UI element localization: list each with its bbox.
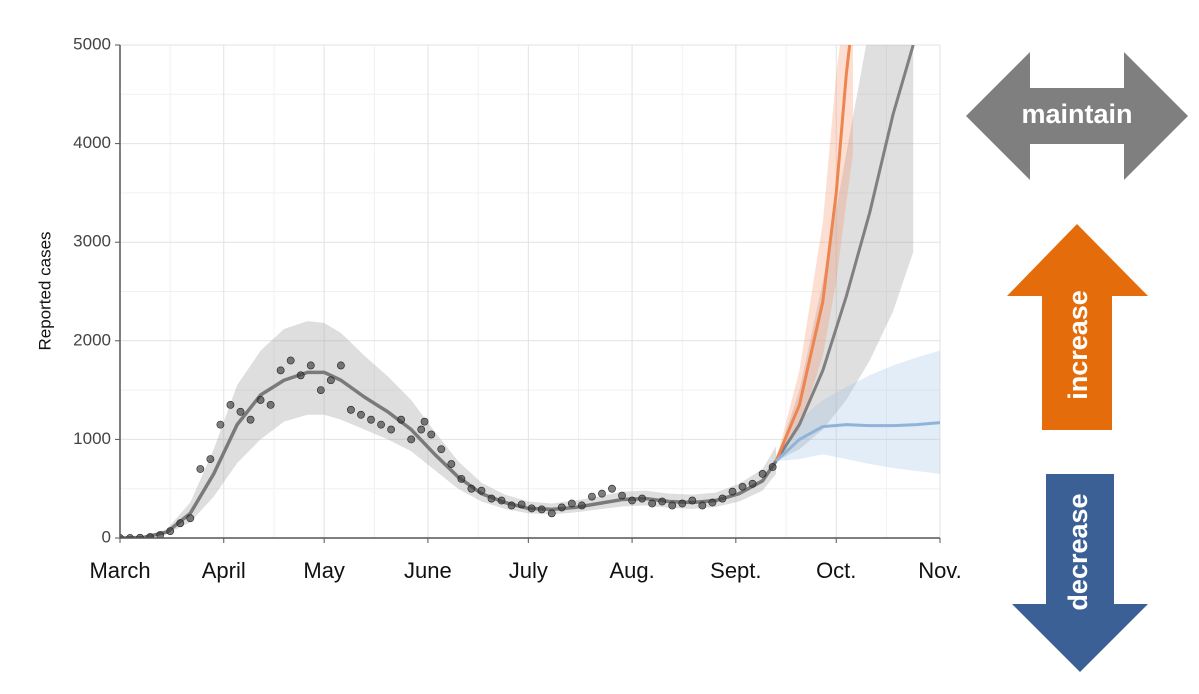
observed-point [336,361,345,370]
observed-point [306,361,315,370]
y-tick-label: 4000 [73,133,111,152]
legend: maintain increase decrease [966,52,1188,672]
observed-point [166,527,175,535]
observed-point [467,484,476,493]
observed-point [608,484,616,493]
observed-point [387,425,396,434]
observed-point [206,455,215,464]
x-tick-label: July [509,558,548,583]
observed-point [628,496,636,505]
observed-point [246,415,255,424]
observed-point [326,376,335,385]
x-tick-label: March [89,558,150,583]
observed-point [296,371,305,380]
observed-point [688,496,697,505]
y-axis-label: Reported cases [35,231,54,350]
observed-point [397,415,406,424]
observed-point [347,405,355,414]
observed-point [126,534,134,538]
observed-point [497,496,506,505]
observed-point [598,489,606,498]
observed-point [618,491,626,500]
fit-band [120,321,776,538]
observed-point [557,503,566,512]
x-tick-label: Aug. [609,558,654,583]
y-tick-label: 1000 [73,429,111,448]
observed-point [420,417,429,426]
observed-point [487,494,496,503]
observed-point [196,465,205,473]
observed-point [357,410,365,419]
observed-point [638,494,647,503]
observed-point [577,501,586,510]
forecast-band [776,350,940,474]
observed-point [477,486,486,495]
observed-point [708,498,717,507]
legend-arrow [966,52,1188,180]
observed-point [738,482,747,491]
observed-point [668,501,677,510]
x-tick-label: June [404,558,452,583]
observed-point [517,500,526,509]
legend-label: decrease [1063,493,1093,610]
observed-point [768,463,777,471]
x-tick-label: Nov. [918,558,962,583]
legend-arrow [1007,224,1148,430]
observed-point [748,479,757,488]
observed-point [547,509,556,518]
observed-point [728,487,737,496]
observed-point [256,396,265,404]
plot-area [120,45,940,538]
observed-point [176,519,185,528]
observed-point [276,366,285,375]
observed-point [457,474,466,483]
observed-point [758,470,767,478]
observed-point [156,531,165,538]
legend-label: maintain [1021,99,1132,129]
forecast-band [776,45,853,462]
observed-point [507,501,516,510]
observed-point [698,501,707,510]
observed-point [417,425,426,434]
observed-point [146,533,155,538]
observed-point [407,435,416,444]
observed-point [286,356,295,365]
axes: 0 1000 2000 3000 4000 5000 March April May June Ju… [73,34,962,582]
observed-point [367,415,375,424]
observed-point [427,430,436,439]
observed-point [567,499,576,508]
legend-arrow [1012,474,1148,672]
y-tick-label: 2000 [73,330,111,349]
y-tick-label: 0 [102,527,111,546]
y-tick-label: 3000 [73,232,111,251]
observed-point [678,499,687,508]
observed-point [266,400,275,409]
observed-point [377,420,385,429]
observed-point [216,420,225,429]
forecast-line [774,45,852,462]
observed-point [658,497,667,506]
forecast-line [774,45,915,462]
x-tick-label: Sept. [710,558,761,583]
x-tick-label: May [303,558,345,583]
observed-point [316,386,325,394]
forecast-line [774,421,940,463]
observed-point [226,400,235,409]
observed-point [648,499,657,508]
observed-point [527,504,536,513]
observed-point [236,407,245,416]
legend-label: increase [1063,290,1093,400]
observed-point [437,445,446,454]
observed-point [588,492,596,501]
observed-point [447,460,456,468]
x-tick-label: Oct. [816,558,856,583]
y-tick-label: 5000 [73,34,111,53]
observed-point [718,494,727,503]
observed-point [186,514,195,523]
observed-point [537,505,546,514]
x-tick-label: April [202,558,246,583]
